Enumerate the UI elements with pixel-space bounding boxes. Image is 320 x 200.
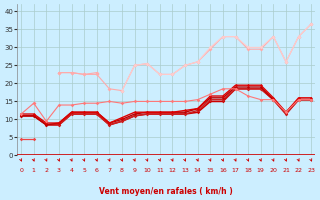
- X-axis label: Vent moyen/en rafales ( km/h ): Vent moyen/en rafales ( km/h ): [99, 187, 233, 196]
